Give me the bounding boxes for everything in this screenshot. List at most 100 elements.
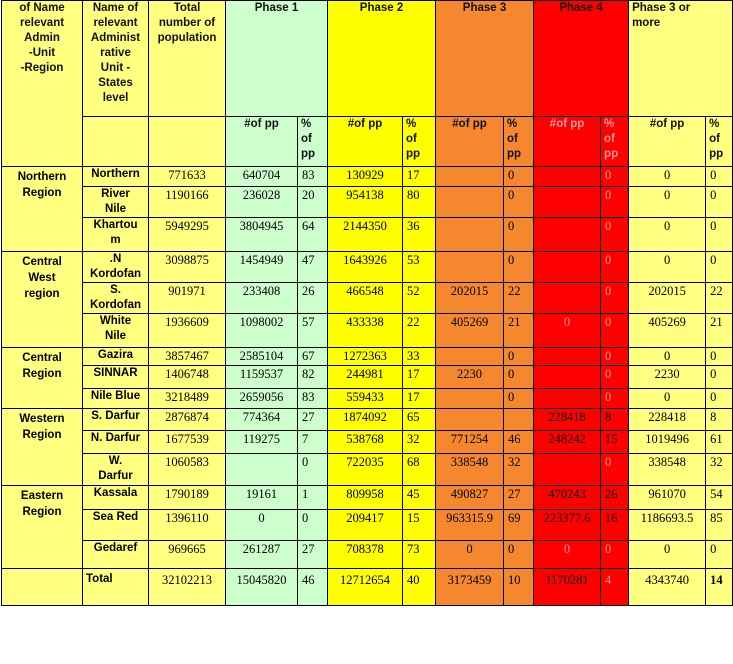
header-p1-pct: % of pp: [296, 116, 329, 167]
pp-p2: 954138: [327, 186, 404, 218]
pp-p2: 244981: [327, 365, 404, 389]
pp-p4: 248242: [533, 430, 602, 454]
header-population: Total number of population: [148, 0, 226, 117]
table-row: Nile Blue 3218489 2659056 83 559433 17 0 0 0 0: [2, 388, 733, 409]
pp-p3m: 0: [628, 347, 707, 366]
pp-p3: [435, 166, 505, 187]
percent-p4pct: 0: [600, 365, 630, 389]
pp-p2: 130929: [327, 166, 404, 187]
pp-p2: 708378: [327, 540, 404, 569]
header-state-blank: [82, 116, 149, 167]
pp-p2: 1272363: [327, 347, 404, 366]
pp-p1: 236028: [225, 186, 298, 218]
table-row: Gedaref 969665 261287 27 708378 73 0 0 0 0 0 0: [2, 540, 733, 569]
state-name: SINNAR: [82, 365, 149, 389]
population-value: 901971: [148, 282, 226, 314]
region-cell: Western Region: [1, 408, 83, 486]
pp-p4: [533, 166, 602, 187]
header-p2-pp: #of pp: [327, 116, 404, 167]
pp-p3m: 0: [628, 388, 707, 409]
pp-p3m: 405269: [628, 313, 707, 348]
header-pop-blank: [148, 116, 226, 167]
pp-p4: 223377.6: [533, 509, 602, 541]
state-name: White Nile: [82, 313, 149, 348]
percent-p3pct: 0: [503, 540, 535, 569]
percent-p3pct: 46: [503, 430, 535, 454]
pp-p1: 2585104: [225, 347, 298, 366]
pp-p3: 405269: [435, 313, 505, 348]
pp-p2: 538768: [327, 430, 404, 454]
pp-p2: 2144350: [327, 217, 404, 252]
state-name: River Nile: [82, 186, 149, 218]
percent-p3mpct: 0: [705, 186, 733, 218]
pp-p3m: 1186693.5: [628, 509, 707, 541]
population-value: 1396110: [148, 509, 226, 541]
percent-p3mpct: 0: [705, 251, 733, 283]
table-row: Sea Red 1396110 0 0 209417 15 963315.9 69 223377…: [2, 509, 733, 541]
header-phase1: Phase 1: [224, 0, 329, 117]
percent-p1pct: 20: [296, 186, 329, 218]
total-p3mpct: 14: [705, 568, 733, 606]
percent-p4pct: 0: [600, 186, 630, 218]
phase-classification-table: of Name relevant Admin -Unit -Region Name of…: [1, 0, 733, 606]
pp-p4: [533, 388, 602, 409]
percent-p2pct: 68: [402, 453, 437, 486]
pp-p1: 1098002: [225, 313, 298, 348]
pp-p3m: 228418: [628, 408, 707, 431]
state-name: N. Darfur: [82, 430, 149, 454]
header-p2-pct: % of pp: [402, 116, 437, 167]
pp-p4: [533, 365, 602, 389]
table-row: White Nile 1936609 1098002 57 433338 22 405269 2…: [2, 313, 733, 348]
percent-p1pct: 82: [296, 365, 329, 389]
percent-p3mpct: 54: [705, 485, 733, 510]
percent-p3mpct: 0: [705, 217, 733, 252]
pp-p2: 209417: [327, 509, 404, 541]
total-p2pct: 40: [402, 568, 437, 606]
percent-p1pct: 57: [296, 313, 329, 348]
percent-p4pct: 15: [600, 430, 630, 454]
pp-p2: 466548: [327, 282, 404, 314]
state-name: Khartou m: [82, 217, 149, 252]
pp-p2: 722035: [327, 453, 404, 486]
total-p2: 12712654: [327, 568, 404, 606]
percent-p1pct: 26: [296, 282, 329, 314]
percent-p1pct: 47: [296, 251, 329, 283]
total-p1pct: 46: [296, 568, 329, 606]
pp-p2: 559433: [327, 388, 404, 409]
percent-p1pct: 1: [296, 485, 329, 510]
total-row: Total 32102213 15045820 46 12712654 40 3173459…: [1, 568, 733, 606]
table-row: W. Darfur 1060583 0 722035 68 338548 32 0 338548 3…: [2, 453, 733, 486]
total-region-blank: [1, 568, 83, 606]
percent-p2pct: 52: [402, 282, 437, 314]
pp-p2: 1874092: [327, 408, 404, 431]
table-row: Khartou m 5949295 3804945 64 2144350 36 0 0 0 0: [2, 217, 733, 252]
pp-p1: 261287: [225, 540, 298, 569]
pp-p4: 470243: [533, 485, 602, 510]
pp-p4: [533, 251, 602, 283]
total-p3pct: 10: [503, 568, 535, 606]
percent-p3mpct: 32: [705, 453, 733, 486]
pp-p3: [435, 388, 505, 409]
total-population: 32102213: [148, 568, 226, 606]
percent-p1pct: 83: [296, 166, 329, 187]
pp-p3: 338548: [435, 453, 505, 486]
percent-p1pct: 27: [296, 408, 329, 431]
pp-p3m: 0: [628, 186, 707, 218]
percent-p3pct: 0: [503, 166, 535, 187]
pp-p1: 1159537: [225, 365, 298, 389]
table-row: Eastern Region Kassala 1790189 19161 1 809958 4…: [1, 485, 733, 569]
percent-p3pct: 0: [503, 217, 535, 252]
total-p3: 3173459: [435, 568, 505, 606]
pp-p3: [435, 217, 505, 252]
state-name: Sea Red: [82, 509, 149, 541]
percent-p3mpct: 0: [705, 540, 733, 569]
percent-p2pct: 22: [402, 313, 437, 348]
table-row: Central West region .N Kordofan 3098875 145494…: [1, 251, 733, 348]
percent-p1pct: 64: [296, 217, 329, 252]
population-value: 1677539: [148, 430, 226, 454]
total-p3m: 4343740: [628, 568, 707, 606]
pp-p3: [435, 408, 505, 431]
pp-p1: [225, 453, 298, 486]
percent-p2pct: 80: [402, 186, 437, 218]
table-row: Central Region Gazira 3857467 2585104 67 12723…: [1, 347, 733, 409]
